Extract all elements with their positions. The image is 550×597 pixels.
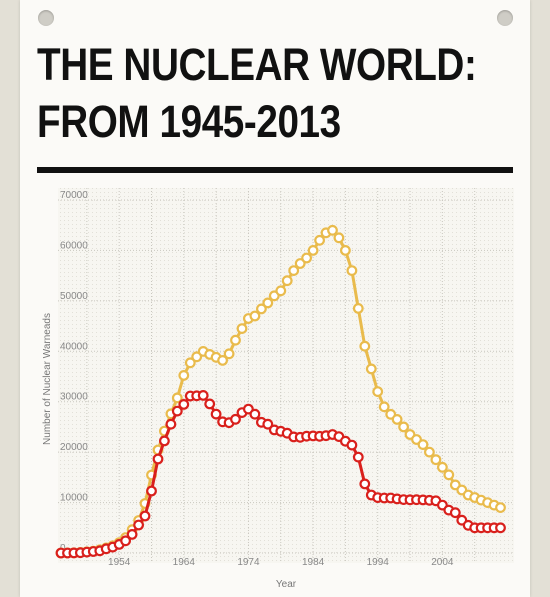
data-point (146, 485, 157, 497)
y-tick-label: 10000 (60, 493, 88, 504)
series-layer (55, 224, 506, 559)
data-point (288, 265, 300, 277)
data-point (236, 323, 248, 335)
data-point (165, 418, 177, 430)
data-point (327, 224, 338, 236)
data-point (424, 446, 435, 458)
data-point (171, 405, 183, 417)
data-point (281, 275, 293, 287)
data-point (340, 244, 351, 256)
data-point (346, 265, 358, 277)
title-divider (37, 167, 513, 173)
data-point (307, 244, 319, 256)
data-point (158, 435, 170, 447)
data-point (437, 461, 448, 473)
y-tick-label: 50000 (60, 291, 88, 302)
data-point (223, 348, 235, 360)
x-axis-ticks: 1954 1964 1974 1984 1994 2004 (108, 557, 454, 568)
data-point (120, 535, 131, 547)
data-point (133, 519, 145, 531)
data-point (495, 502, 506, 514)
data-point (249, 408, 261, 420)
data-point (314, 234, 326, 246)
data-point (178, 399, 190, 410)
x-tick-label: 1954 (108, 557, 131, 568)
data-point (378, 401, 390, 413)
data-point (249, 310, 261, 322)
data-point (352, 451, 364, 463)
data-point (365, 363, 377, 375)
data-point (346, 439, 358, 451)
data-point (230, 334, 241, 346)
x-tick-label: 1974 (237, 557, 260, 568)
pin-icon (38, 10, 54, 26)
y-axis-label: Number of Nuclear Warneads (42, 313, 53, 445)
x-tick-label: 2004 (431, 557, 454, 568)
data-point (417, 439, 429, 451)
data-point (495, 522, 506, 534)
data-point (430, 454, 442, 466)
y-tick-label: 60000 (60, 240, 88, 251)
data-point (191, 351, 203, 363)
data-point (294, 258, 306, 269)
y-tick-label: 20000 (60, 442, 88, 453)
data-point (152, 453, 164, 465)
y-tick-label: 70000 (60, 190, 88, 201)
data-point (449, 507, 461, 519)
page-title: THE NUCLEAR WORLD: FROM 1945-2013 (37, 36, 477, 150)
data-point (171, 392, 183, 404)
series-1 (55, 390, 506, 559)
data-point (333, 232, 345, 244)
data-point (217, 355, 229, 366)
page-title-line2: FROM 1945-2013 (37, 96, 341, 147)
data-point (359, 340, 371, 352)
data-point (184, 357, 196, 369)
y-tick-label: 40000 (60, 341, 88, 352)
y-tick-label: 30000 (60, 392, 88, 403)
pin-icon (497, 10, 513, 26)
data-point (256, 303, 267, 315)
x-tick-label: 1984 (302, 557, 325, 568)
data-point (262, 418, 274, 430)
data-point (275, 285, 287, 297)
data-point (359, 478, 371, 490)
data-point (443, 469, 455, 481)
data-point (230, 413, 241, 425)
data-point (210, 408, 222, 420)
data-point (398, 421, 410, 433)
x-axis-label: Year (276, 579, 297, 590)
data-point (197, 390, 209, 401)
data-point (139, 510, 151, 522)
data-point (126, 529, 138, 540)
x-tick-label: 1964 (173, 557, 196, 568)
data-point (262, 297, 274, 309)
data-point (352, 303, 364, 314)
page-title-line1: THE NUCLEAR WORLD: (37, 39, 477, 90)
data-point (178, 370, 190, 381)
data-point (372, 386, 384, 398)
data-point (204, 398, 216, 410)
data-point (301, 252, 313, 264)
x-tick-label: 1994 (367, 557, 390, 568)
data-point (391, 414, 403, 425)
